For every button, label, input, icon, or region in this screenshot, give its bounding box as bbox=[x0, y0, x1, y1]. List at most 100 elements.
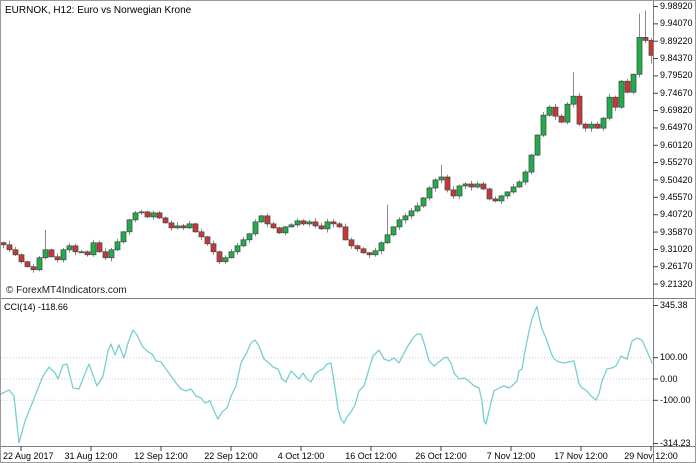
price-axis-label: 9.45570 bbox=[660, 191, 693, 202]
time-axis-label: 7 Nov 12:00 bbox=[486, 451, 536, 461]
bear-candle bbox=[84, 251, 91, 256]
bull-candle bbox=[528, 154, 535, 173]
price-axis-label: 9.55270 bbox=[660, 157, 693, 168]
bull-candle bbox=[438, 176, 445, 181]
bull-candle bbox=[600, 117, 607, 129]
bear-candle bbox=[30, 266, 37, 271]
bull-candle bbox=[306, 221, 313, 225]
bull-candle bbox=[246, 233, 253, 241]
bear-candle bbox=[312, 221, 319, 227]
time-axis-label: 17 Nov 12:00 bbox=[554, 451, 608, 461]
bull-candle bbox=[456, 185, 463, 197]
bull-candle bbox=[414, 205, 421, 212]
bear-candle bbox=[468, 183, 475, 188]
bull-candle bbox=[510, 186, 517, 193]
bull-candle bbox=[432, 179, 439, 189]
bull-candle bbox=[462, 183, 469, 187]
bull-candle bbox=[522, 171, 529, 183]
bull-candle bbox=[288, 224, 295, 228]
bear-candle bbox=[192, 223, 199, 233]
bear-candle bbox=[336, 223, 343, 228]
bear-candle bbox=[552, 106, 559, 117]
bull-candle bbox=[222, 257, 229, 263]
bear-candle bbox=[300, 220, 307, 225]
bear-candle bbox=[318, 225, 325, 230]
bear-candle bbox=[96, 242, 103, 253]
bear-candle bbox=[162, 217, 169, 224]
price-axis-label: 9.98920 bbox=[660, 1, 693, 11]
cci-axis-label: -100.00 bbox=[660, 394, 691, 405]
bull-candle bbox=[618, 80, 625, 108]
bull-candle bbox=[474, 183, 481, 188]
bear-candle bbox=[444, 176, 451, 191]
bear-candle bbox=[624, 80, 631, 93]
indicator-label: CCI(14) -118.66 bbox=[4, 302, 68, 312]
bear-candle bbox=[144, 211, 151, 218]
bear-candle bbox=[54, 256, 61, 261]
candles-layer bbox=[1, 10, 653, 273]
bull-candle bbox=[228, 251, 235, 259]
price-axis-label: 9.74670 bbox=[660, 87, 693, 98]
bull-candle bbox=[108, 249, 115, 259]
bull-candle bbox=[630, 73, 637, 93]
cci-axis-label: 100.00 bbox=[660, 352, 688, 363]
bear-candle bbox=[486, 188, 493, 200]
price-axis-label: 9.21320 bbox=[660, 278, 693, 289]
price-axis-label: 9.40720 bbox=[660, 209, 693, 220]
bull-candle bbox=[378, 242, 385, 252]
bear-candle bbox=[450, 189, 457, 197]
bear-candle bbox=[576, 95, 583, 125]
bull-candle bbox=[564, 103, 571, 123]
bear-candle bbox=[276, 227, 283, 234]
price-axis-label: 9.26170 bbox=[660, 261, 693, 272]
bear-candle bbox=[24, 261, 31, 268]
bull-candle bbox=[138, 211, 145, 214]
bear-candle bbox=[204, 236, 211, 245]
bull-candle bbox=[540, 114, 547, 136]
bear-candle bbox=[180, 225, 187, 229]
price-axis-label: 9.64970 bbox=[660, 122, 693, 133]
bull-candle bbox=[390, 226, 397, 236]
bear-candle bbox=[648, 40, 653, 56]
bull-candle bbox=[588, 123, 595, 129]
time-axis-label: 4 Oct 12:00 bbox=[277, 451, 325, 461]
bear-candle bbox=[216, 251, 223, 263]
bull-candle bbox=[498, 195, 505, 202]
time-axis-label: 26 Oct 12:00 bbox=[415, 451, 467, 461]
bull-candle bbox=[282, 226, 289, 234]
bear-candle bbox=[582, 123, 589, 129]
bear-candle bbox=[558, 115, 565, 123]
price-axis-label: 9.89220 bbox=[660, 35, 693, 46]
bull-candle bbox=[402, 215, 409, 221]
bear-candle bbox=[1, 242, 7, 246]
bull-candle bbox=[426, 187, 433, 199]
bear-candle bbox=[168, 222, 175, 229]
bear-candle bbox=[594, 123, 601, 129]
bull-candle bbox=[60, 249, 67, 261]
bull-candle bbox=[132, 212, 139, 221]
bull-candle bbox=[384, 234, 391, 244]
bear-candle bbox=[12, 249, 19, 256]
bull-candle bbox=[534, 134, 541, 156]
time-axis-label: 29 Nov 12:00 bbox=[624, 451, 678, 461]
bear-candle bbox=[642, 37, 649, 41]
bear-candle bbox=[198, 231, 205, 238]
bear-candle bbox=[270, 223, 277, 229]
bear-candle bbox=[330, 221, 337, 225]
bull-candle bbox=[252, 221, 259, 235]
time-axis-label: 22 Aug 2017 bbox=[3, 451, 54, 461]
bull-candle bbox=[174, 225, 181, 229]
bear-candle bbox=[492, 198, 499, 202]
bull-candle bbox=[66, 245, 73, 251]
bull-candle bbox=[234, 245, 241, 253]
bull-candle bbox=[420, 197, 427, 207]
bull-candle bbox=[240, 239, 247, 247]
bear-candle bbox=[6, 244, 13, 251]
bull-candle bbox=[408, 210, 415, 217]
bear-candle bbox=[156, 212, 163, 219]
bull-candle bbox=[606, 96, 613, 119]
price-axis-label: 9.84370 bbox=[660, 53, 693, 64]
time-axis-label: 31 Aug 12:00 bbox=[64, 451, 118, 461]
bull-candle bbox=[516, 181, 523, 188]
